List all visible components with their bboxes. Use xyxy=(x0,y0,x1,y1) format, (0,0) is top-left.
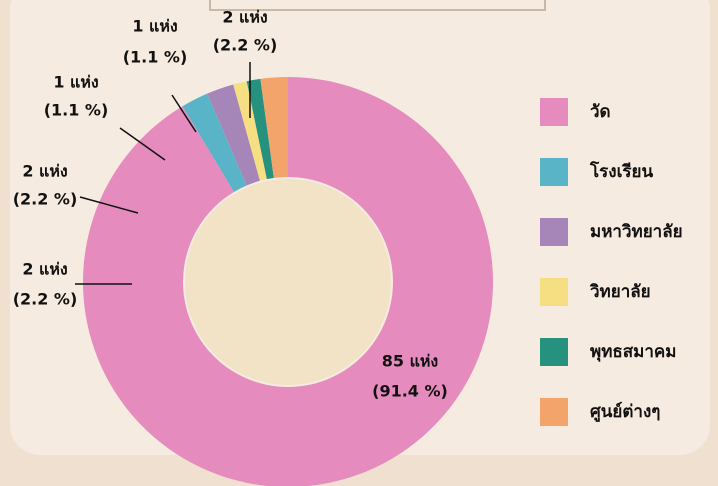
legend-swatch xyxy=(540,98,568,126)
legend-swatch xyxy=(540,398,568,426)
legend-swatch xyxy=(540,338,568,366)
legend-swatch xyxy=(540,218,568,246)
percent-label: (2.2 %) xyxy=(213,36,278,55)
value-label: 2 แห่ง xyxy=(222,8,267,27)
value-label: 2 แห่ง xyxy=(22,260,67,279)
legend-label: โรงเรียน xyxy=(589,161,653,182)
value-label: 85 แห่ง xyxy=(382,352,439,371)
chart: 85 แห่ง (91.4 %) วัด 2 แห่ง (2.2 %) โรงเรียน 2… xyxy=(0,0,718,486)
value-label: 1 แห่ง xyxy=(53,73,98,92)
legend-swatch xyxy=(540,278,568,306)
legend-label: มหาวิทยาลัย xyxy=(590,222,683,242)
value-label: 1 แห่ง xyxy=(132,17,177,36)
value-label: 2 แห่ง xyxy=(22,162,67,181)
percent-label: (91.4 %) xyxy=(372,382,448,401)
legend-label: ศูนย์ต่างๆ xyxy=(590,401,660,423)
percent-label: (1.1 %) xyxy=(44,101,109,120)
legend-swatch xyxy=(540,158,568,186)
page: 85 แห่ง (91.4 %) วัด 2 แห่ง (2.2 %) โรงเรียน 2… xyxy=(0,0,718,486)
legend-label: วัด xyxy=(590,102,611,122)
percent-label: (2.2 %) xyxy=(13,190,78,209)
percent-label: (2.2 %) xyxy=(13,290,78,309)
legend-label: พุทธสมาคม xyxy=(590,342,677,362)
center-illustration xyxy=(185,179,391,385)
percent-label: (1.1 %) xyxy=(123,48,188,67)
legend-label: วิทยาลัย xyxy=(590,282,651,302)
